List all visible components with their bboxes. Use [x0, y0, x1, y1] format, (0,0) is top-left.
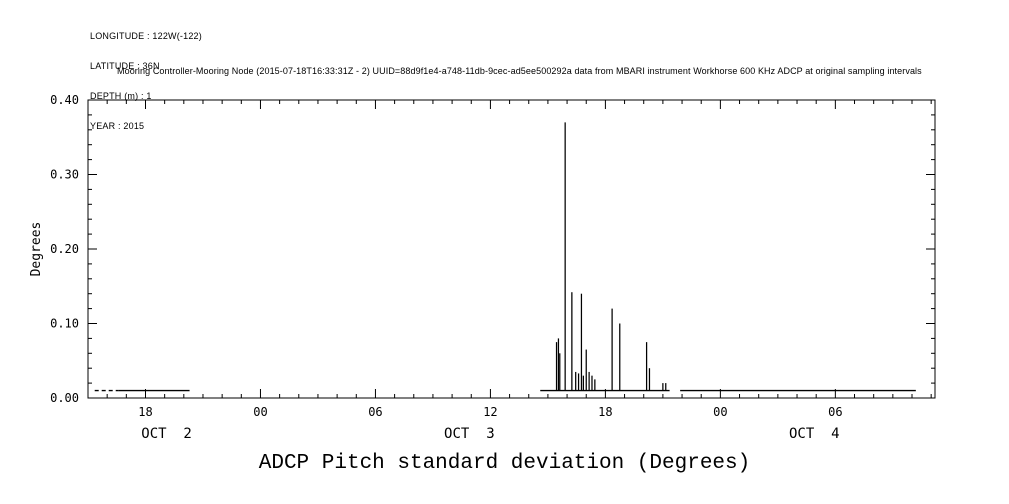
axes — [87, 99, 936, 399]
y-tick-label: 0.40 — [50, 93, 79, 107]
y-axis-label: Degrees — [29, 222, 44, 277]
date-label: OCT 3 — [444, 426, 495, 442]
x-tick-label: 06 — [368, 405, 382, 419]
header-year: YEAR : 2015 — [90, 121, 145, 131]
header-longitude: LONGITUDE : 122W(-122) — [90, 31, 202, 41]
x-tick-label: 00 — [713, 405, 727, 419]
chart-title: ADCP Pitch standard deviation (Degrees) — [258, 452, 751, 475]
y-tick-label: 0.10 — [50, 317, 79, 331]
header-latitude: LATITUDE : 36N — [90, 61, 160, 71]
header-block: LONGITUDE : 122W(-122) LATITUDE : 36N DE… — [90, 11, 202, 151]
data-series — [94, 122, 916, 392]
x-tick-label: 06 — [828, 405, 842, 419]
x-tick-label: 18 — [598, 405, 612, 419]
x-tick-label: 12 — [483, 405, 497, 419]
subtitle: Mooring Controller-Mooring Node (2015-07… — [117, 66, 922, 76]
date-label: OCT 2 — [141, 426, 192, 442]
y-tick-label: 0.30 — [50, 168, 79, 182]
y-tick-label: 0.20 — [50, 242, 79, 256]
axis-labels: 18 00 06 12 18 00 06 0.00 0.10 0.20 0.30 0.40 Degree… — [29, 93, 843, 442]
date-label: OCT 4 — [789, 426, 840, 442]
header-depth: DEPTH (m) : 1 — [90, 91, 152, 101]
x-tick-label: 18 — [138, 405, 152, 419]
y-tick-label: 0.00 — [50, 391, 79, 405]
x-tick-label: 00 — [253, 405, 267, 419]
